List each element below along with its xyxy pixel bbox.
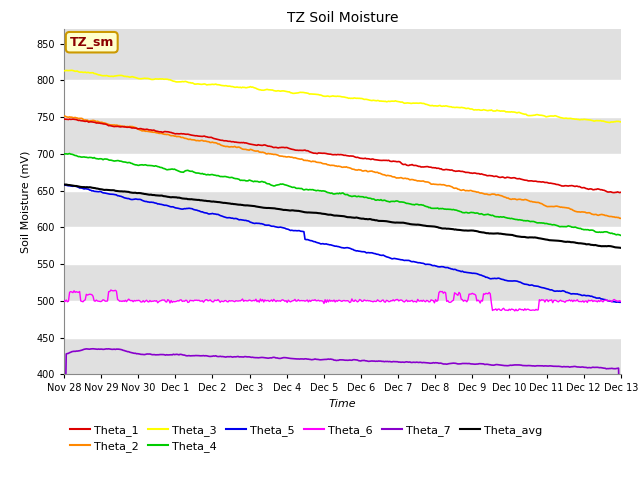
Title: TZ Soil Moisture: TZ Soil Moisture bbox=[287, 11, 398, 25]
Bar bbox=[64, 301, 621, 337]
X-axis label: Time: Time bbox=[328, 399, 356, 409]
Text: TZ_sm: TZ_sm bbox=[70, 36, 114, 48]
Bar bbox=[64, 80, 621, 117]
Legend: Theta_1, Theta_2, Theta_3, Theta_4, Theta_5, Theta_6, Theta_7, Theta_avg: Theta_1, Theta_2, Theta_3, Theta_4, Thet… bbox=[70, 425, 543, 452]
Y-axis label: Soil Moisture (mV): Soil Moisture (mV) bbox=[20, 150, 31, 253]
Bar bbox=[64, 154, 621, 191]
Bar bbox=[64, 228, 621, 264]
